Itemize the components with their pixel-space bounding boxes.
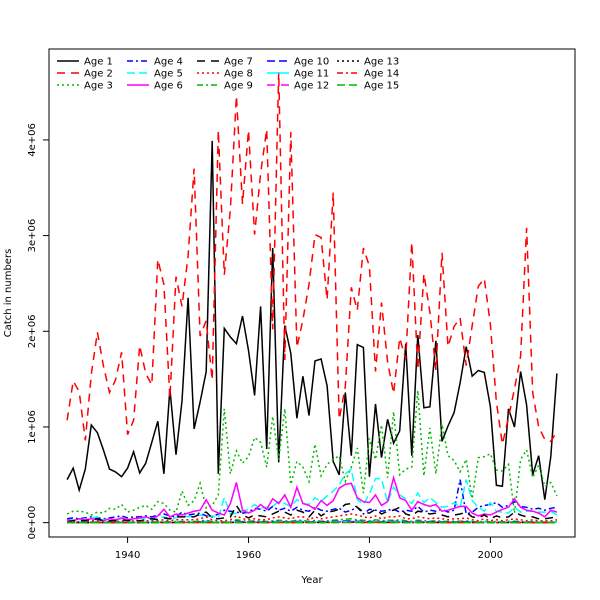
series-line-age-2: [66, 71, 558, 445]
series-line-age-4: [66, 479, 558, 520]
y-tick-label: 1e+06: [27, 410, 38, 444]
x-axis-label: Year: [300, 575, 323, 586]
legend-label: Age 4: [154, 57, 183, 68]
x-tick-label: 1960: [236, 550, 261, 561]
y-axis: 0e+00 1e+06 2e+06 3e+06 4e+06: [27, 123, 49, 539]
legend-label: Age 2: [84, 69, 113, 80]
series-line-age-13: [67, 521, 557, 524]
x-tick-label: 2000: [478, 550, 503, 561]
y-tick-label: 0e+00: [27, 506, 38, 540]
legend-label: Age 1: [84, 57, 113, 68]
legend-label: Age 12: [294, 81, 329, 92]
series-line-age-8: [67, 513, 558, 523]
series-layer: [66, 71, 558, 524]
legend-label: Age 8: [224, 69, 253, 80]
legend-label: Age 14: [364, 69, 399, 80]
series-line-age-1: [66, 140, 558, 500]
series-line-age-6: [66, 474, 558, 522]
series-line-age-5: [66, 467, 558, 522]
plot-frame: [48, 48, 576, 538]
legend-label: Age 13: [364, 57, 399, 68]
y-tick-label: 4e+06: [27, 123, 38, 157]
legend-label: Age 11: [294, 69, 329, 80]
legend-label: Age 5: [154, 69, 183, 80]
legend-label: Age 3: [84, 81, 113, 92]
legend-label: Age 15: [364, 81, 399, 92]
x-axis: 1940 1960 1980 2000: [115, 537, 503, 561]
series-line-age-7: [66, 502, 558, 523]
y-axis-label: Catch in numbers: [3, 249, 14, 338]
legend-label: Age 6: [154, 81, 183, 92]
legend-label: Age 7: [224, 57, 253, 68]
x-tick-label: 1980: [357, 550, 382, 561]
y-tick-label: 2e+06: [27, 314, 38, 348]
y-tick-label: 3e+06: [27, 219, 38, 253]
legend-label: Age 9: [224, 81, 253, 92]
legend-label: Age 10: [294, 57, 329, 68]
x-tick-label: 1940: [115, 550, 140, 561]
